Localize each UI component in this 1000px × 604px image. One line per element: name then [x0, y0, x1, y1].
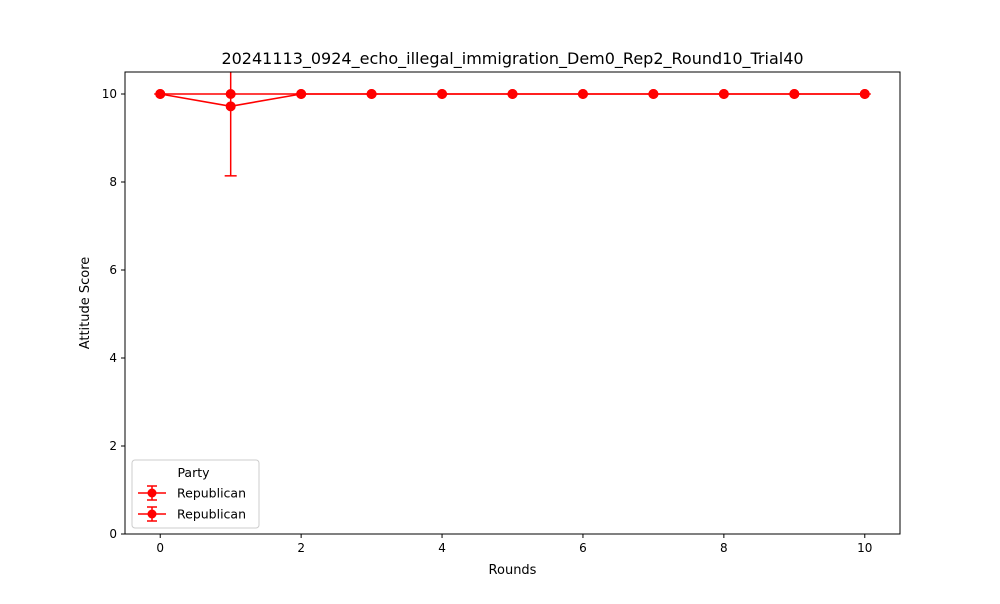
- x-tick-label: 10: [857, 541, 872, 555]
- x-tick-label: 6: [579, 541, 587, 555]
- data-point: [718, 89, 729, 99]
- y-tick-label: 6: [109, 263, 117, 277]
- legend-label: Republican: [177, 486, 246, 501]
- data-point: [507, 89, 518, 99]
- x-tick-label: 8: [720, 541, 728, 555]
- plot-frame: [124, 71, 901, 535]
- x-tick-label: 2: [297, 541, 305, 555]
- legend: Party Republican Republican: [131, 459, 260, 529]
- y-tick-label: 4: [109, 351, 117, 365]
- series-group: [154, 72, 871, 177]
- axis-ticks: 0 2 4 6 8 10 0 2 4 6 8 10: [102, 87, 873, 555]
- data-point: [859, 89, 870, 99]
- x-tick-label: 4: [438, 541, 446, 555]
- plot-series: [154, 72, 871, 177]
- y-axis-label: Attitude Score: [78, 257, 93, 350]
- legend-marker: [147, 488, 157, 498]
- x-tick-label: 0: [156, 541, 164, 555]
- legend-box: [131, 459, 260, 529]
- x-axis-label: Rounds: [489, 563, 537, 578]
- data-point: [155, 89, 166, 99]
- data-point: [296, 89, 307, 99]
- data-point: [437, 89, 448, 99]
- data-point: [789, 89, 800, 99]
- data-point: [366, 89, 377, 99]
- chart-title: 20241113_0924_echo_illegal_immigration_D…: [221, 49, 803, 69]
- data-point: [577, 89, 588, 99]
- legend-entry: Republican: [138, 506, 246, 522]
- legend-title: Party: [177, 465, 210, 480]
- data-point: [225, 101, 236, 112]
- legend-marker: [147, 509, 157, 519]
- legend-label: Republican: [177, 507, 246, 522]
- y-tick-label: 8: [109, 175, 117, 189]
- y-tick-label: 0: [109, 527, 117, 541]
- y-tick-label: 2: [109, 439, 117, 453]
- data-point: [648, 89, 659, 99]
- legend-entry: Republican: [138, 485, 246, 501]
- y-tick-label: 10: [102, 87, 117, 101]
